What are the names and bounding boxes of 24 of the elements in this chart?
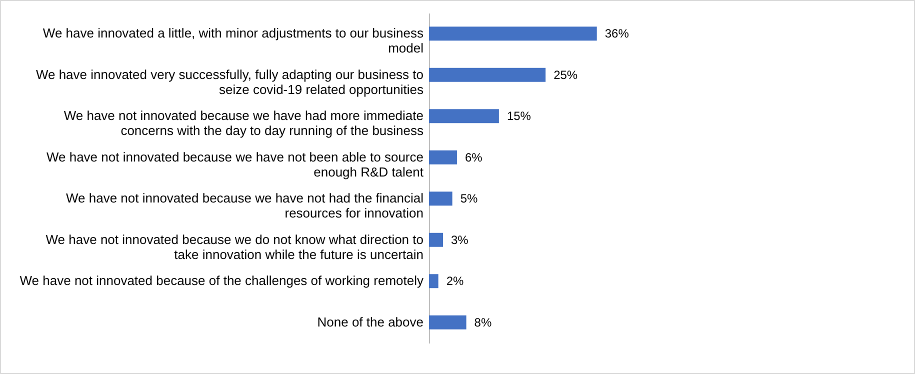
bar — [429, 26, 597, 41]
bar — [429, 109, 499, 124]
bar — [429, 315, 466, 330]
bar — [429, 68, 546, 82]
data-label: 2% — [446, 274, 464, 288]
bar — [429, 192, 452, 206]
y-tick-label: We have innovated very successfully, fully adapting our business to seize covid-19 related opportunities — [36, 66, 424, 97]
data-label: 15% — [506, 109, 532, 124]
y-tick-label: We have not innovated because we have not had the financial resources for innovation — [66, 190, 424, 221]
data-label: 8% — [474, 315, 492, 330]
data-label: 6% — [464, 150, 483, 164]
y-tick-label: We have not innovated because we have had more immediate concerns with the day to day running of the business — [64, 108, 424, 138]
bar — [429, 274, 438, 288]
y-tick-label: We have not innovated because we do not know what direction to take innovation while the future is uncertain — [46, 232, 424, 262]
bar — [429, 232, 443, 247]
data-label: 25% — [554, 68, 578, 82]
data-label: 3% — [450, 232, 469, 247]
y-tick-label: We have innovated a little, with minor adjustments to our business model — [42, 26, 424, 56]
data-label: 36% — [604, 26, 630, 41]
y-tick-label: We have not innovated because we have not been able to source enough R&D talent — [46, 149, 424, 180]
y-tick-label: None of the above — [317, 314, 424, 330]
data-label: 5% — [460, 192, 478, 206]
y-tick-label: We have not innovated because of the challenges of working remotely — [20, 273, 424, 288]
bar — [429, 150, 457, 164]
